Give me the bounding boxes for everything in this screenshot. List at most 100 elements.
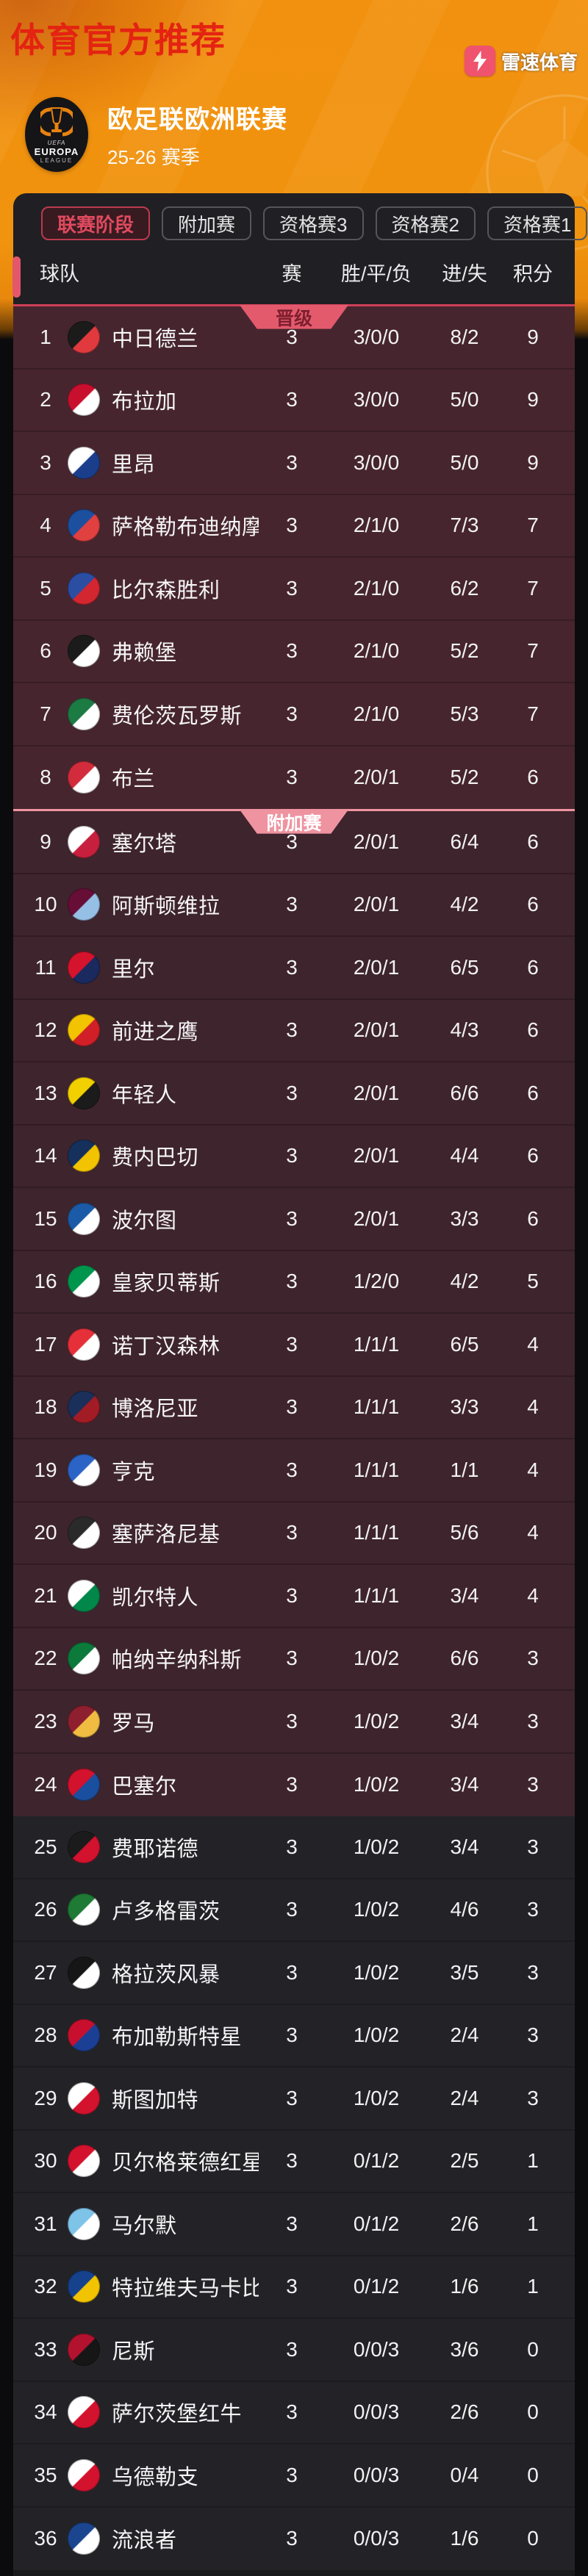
team-goals: 2/4 <box>450 2086 479 2109</box>
team-rank: 1 <box>40 325 51 348</box>
team-logo-icon <box>68 635 100 668</box>
stage-tab-附加赛[interactable]: 附加赛 <box>162 206 252 240</box>
table-row[interactable]: 36 流浪者 3 0/0/3 1/6 0 <box>13 2508 575 2571</box>
column-header-wdl: 胜/平/负 <box>340 263 412 285</box>
table-row[interactable]: 13 年轻人 3 2/0/1 6/6 6 <box>13 1062 575 1126</box>
table-row[interactable]: 4 萨格勒布迪纳摩 3 2/1/0 7/3 7 <box>13 495 575 558</box>
table-row[interactable]: 11 里尔 3 2/0/1 6/5 6 <box>13 937 575 1000</box>
team-logo-icon <box>68 384 100 417</box>
table-row[interactable]: 6 弗赖堡 3 2/1/0 5/2 7 <box>13 621 575 683</box>
team-name: 布拉加 <box>112 390 177 414</box>
team-name: 萨格勒布迪纳摩 <box>112 516 259 540</box>
stage-tab-联赛阶段[interactable]: 联赛阶段 <box>41 206 151 240</box>
team-rank: 30 <box>34 2149 57 2173</box>
team-logo-icon <box>68 761 100 794</box>
table-row[interactable]: 14 费内巴切 3 2/0/1 4/4 6 <box>13 1126 575 1188</box>
column-header-team: 球队 <box>40 263 79 285</box>
team-logo-icon <box>68 1579 100 1612</box>
team-played: 3 <box>286 1144 298 1168</box>
table-row[interactable]: 8 布兰 3 2/0/1 5/2 6 <box>13 746 575 810</box>
zone-ribbon-decoration <box>12 256 21 298</box>
table-row[interactable]: 27 格拉茨风暴 3 1/0/2 3/5 3 <box>13 1942 575 2005</box>
team-logo-icon <box>68 1391 100 1424</box>
team-rank: 35 <box>34 2463 57 2486</box>
table-row[interactable]: 28 布加勒斯特星 3 1/0/2 2/4 3 <box>13 2005 575 2068</box>
table-row[interactable]: 3 里昂 3 3/0/0 5/0 9 <box>13 432 575 495</box>
table-row[interactable]: 24 巴塞尔 3 1/0/2 3/4 3 <box>13 1754 575 1817</box>
team-logo-icon <box>68 1265 100 1298</box>
team-logo-icon <box>68 2207 100 2240</box>
brand-name: 雷速体育 <box>501 51 578 73</box>
team-played: 3 <box>286 1458 298 1481</box>
table-row[interactable]: 30 贝尔格莱德红星 3 0/1/2 2/5 1 <box>13 2131 575 2193</box>
table-row[interactable]: 21 凯尔特人 3 1/1/1 3/4 4 <box>13 1565 575 1628</box>
team-points: 6 <box>527 1081 539 1104</box>
table-row[interactable]: 22 帕纳辛纳科斯 3 1/0/2 6/6 3 <box>13 1628 575 1691</box>
team-logo-icon <box>68 825 100 858</box>
table-row[interactable]: 1 中日德兰 3 3/0/0 8/2 9 <box>13 306 575 370</box>
team-wdl: 2/0/1 <box>353 893 400 916</box>
team-goals: 6/5 <box>450 955 479 979</box>
table-row[interactable]: 18 博洛尼亚 3 1/1/1 3/3 4 <box>13 1377 575 1439</box>
team-name: 乌德勒支 <box>112 2465 199 2489</box>
team-played: 3 <box>286 1835 298 1858</box>
table-row[interactable]: 10 阿斯顿维拉 3 2/0/1 4/2 6 <box>13 874 575 937</box>
team-wdl: 2/0/1 <box>353 830 400 853</box>
team-name: 塞萨洛尼基 <box>112 1523 220 1547</box>
table-row[interactable]: 9 塞尔塔 3 2/0/1 6/4 6 <box>13 811 575 874</box>
table-row[interactable]: 19 亨克 3 1/1/1 1/1 4 <box>13 1439 575 1503</box>
column-header-played: 赛 <box>282 263 302 285</box>
team-points: 7 <box>527 576 539 600</box>
team-goals: 5/2 <box>450 766 479 789</box>
table-row[interactable]: 32 特拉维夫马卡比 3 0/1/2 1/6 1 <box>13 2256 575 2319</box>
team-points: 1 <box>527 2275 539 2298</box>
team-points: 0 <box>527 2527 539 2550</box>
stage-tab-资格赛2[interactable]: 资格赛2 <box>375 206 476 240</box>
stage-tab-资格赛3[interactable]: 资格赛3 <box>263 206 364 240</box>
team-points: 9 <box>527 388 539 411</box>
table-row[interactable]: 15 波尔图 3 2/0/1 3/3 6 <box>13 1188 575 1251</box>
table-row[interactable]: 26 卢多格雷茨 3 1/0/2 4/6 3 <box>13 1879 575 1942</box>
team-played: 3 <box>286 2400 298 2424</box>
team-goals: 3/4 <box>450 1835 479 1858</box>
table-row[interactable]: 2 布拉加 3 3/0/0 5/0 9 <box>13 370 575 432</box>
table-row[interactable]: 34 萨尔茨堡红牛 3 0/0/3 2/6 0 <box>13 2382 575 2444</box>
team-points: 9 <box>527 450 539 474</box>
team-name: 塞尔塔 <box>112 832 177 856</box>
playoff-zone: 附加赛 9 塞尔塔 3 2/0/1 6/4 6 10 阿斯顿维拉 3 2/0/1… <box>13 809 575 1816</box>
team-name: 费内巴切 <box>112 1146 199 1170</box>
table-row[interactable]: 12 前进之鹰 3 2/0/1 4/3 6 <box>13 1000 575 1062</box>
team-wdl: 0/0/3 <box>353 2400 400 2424</box>
table-row[interactable]: 17 诺丁汉森林 3 1/1/1 6/5 4 <box>13 1314 575 1377</box>
table-row[interactable]: 31 马尔默 3 0/1/2 2/6 1 <box>13 2193 575 2256</box>
table-row[interactable]: 20 塞萨洛尼基 3 1/1/1 5/6 4 <box>13 1503 575 1565</box>
team-logo-icon <box>68 1453 100 1486</box>
team-wdl: 2/1/0 <box>353 514 400 537</box>
team-points: 0 <box>527 2463 539 2486</box>
table-row[interactable]: 5 比尔森胜利 3 2/1/0 6/2 7 <box>13 558 575 621</box>
team-points: 6 <box>527 766 539 789</box>
team-played: 3 <box>286 1709 298 1733</box>
team-goals: 6/5 <box>450 1332 479 1356</box>
team-logo-icon <box>68 1642 100 1675</box>
team-goals: 6/2 <box>450 576 479 600</box>
table-row[interactable]: 7 费伦茨瓦罗斯 3 2/1/0 5/3 7 <box>13 683 575 746</box>
stage-tab-资格赛1[interactable]: 资格赛1 <box>487 206 588 240</box>
table-row[interactable]: 35 乌德勒支 3 0/0/3 0/4 0 <box>13 2444 575 2508</box>
team-name: 巴塞尔 <box>112 1775 177 1799</box>
table-row[interactable]: 29 斯图加特 3 1/0/2 2/4 3 <box>13 2068 575 2131</box>
team-logo-icon <box>68 2396 100 2429</box>
team-logo-icon <box>68 2019 100 2052</box>
team-points: 3 <box>527 1647 539 1670</box>
team-logo-icon <box>68 2522 100 2555</box>
team-points: 6 <box>527 1018 539 1042</box>
team-name: 阿斯顿维拉 <box>112 895 220 919</box>
table-row[interactable]: 33 尼斯 3 0/0/3 3/6 0 <box>13 2319 575 2382</box>
table-row[interactable]: 23 罗马 3 1/0/2 3/4 3 <box>13 1691 575 1754</box>
team-points: 6 <box>527 1144 539 1168</box>
table-row[interactable]: 16 皇家贝蒂斯 3 1/2/0 4/2 5 <box>13 1251 575 1314</box>
team-goals: 3/3 <box>450 1395 479 1419</box>
table-row[interactable]: 25 费耶诺德 3 1/0/2 3/4 3 <box>13 1816 575 1879</box>
team-name: 年轻人 <box>112 1083 177 1107</box>
team-logo-icon <box>68 1140 100 1173</box>
